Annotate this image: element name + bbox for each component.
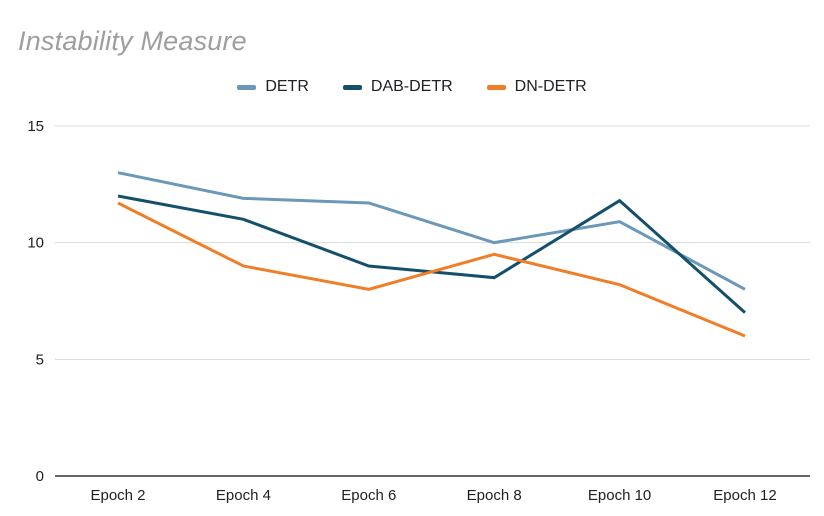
legend-marker-dn-detr (486, 84, 506, 90)
x-axis-label: Epoch 4 (216, 487, 271, 504)
legend-marker-dab-detr (342, 84, 362, 90)
y-tick-label: 10 (27, 235, 44, 252)
legend-label-detr: DETR (265, 78, 309, 95)
legend-label-dab-detr: DAB-DETR (370, 78, 453, 95)
series-line-dab-detr (117, 194, 746, 314)
line-chart-plot: 0 5 10 15 Epoch 2 Epoch 4 Epoch 6 Epoch 8 Epoch … (27, 118, 810, 504)
legend-marker-detr (237, 84, 257, 90)
legend-item-dn-detr[interactable]: DN-DETR (486, 78, 587, 96)
legend: DETR DAB-DETR DN-DETR (0, 78, 824, 96)
x-axis-label: Epoch 10 (588, 487, 651, 504)
legend-item-dab-detr[interactable]: DAB-DETR (342, 78, 453, 96)
y-tick-label: 15 (27, 118, 44, 135)
legend-item-detr[interactable]: DETR (237, 78, 309, 96)
chart-title: Instability Measure (18, 26, 247, 56)
x-axis-label: Epoch 8 (467, 487, 522, 504)
x-axis-label: Epoch 12 (713, 487, 776, 504)
x-axis-label: Epoch 2 (90, 487, 145, 504)
series-line-detr (117, 171, 746, 291)
legend-label-dn-detr: DN-DETR (514, 78, 587, 95)
y-tick-label: 0 (36, 468, 44, 485)
x-axis-label: Epoch 6 (341, 487, 396, 504)
y-tick-label: 5 (36, 351, 44, 368)
series-line-dn-detr (117, 201, 746, 338)
